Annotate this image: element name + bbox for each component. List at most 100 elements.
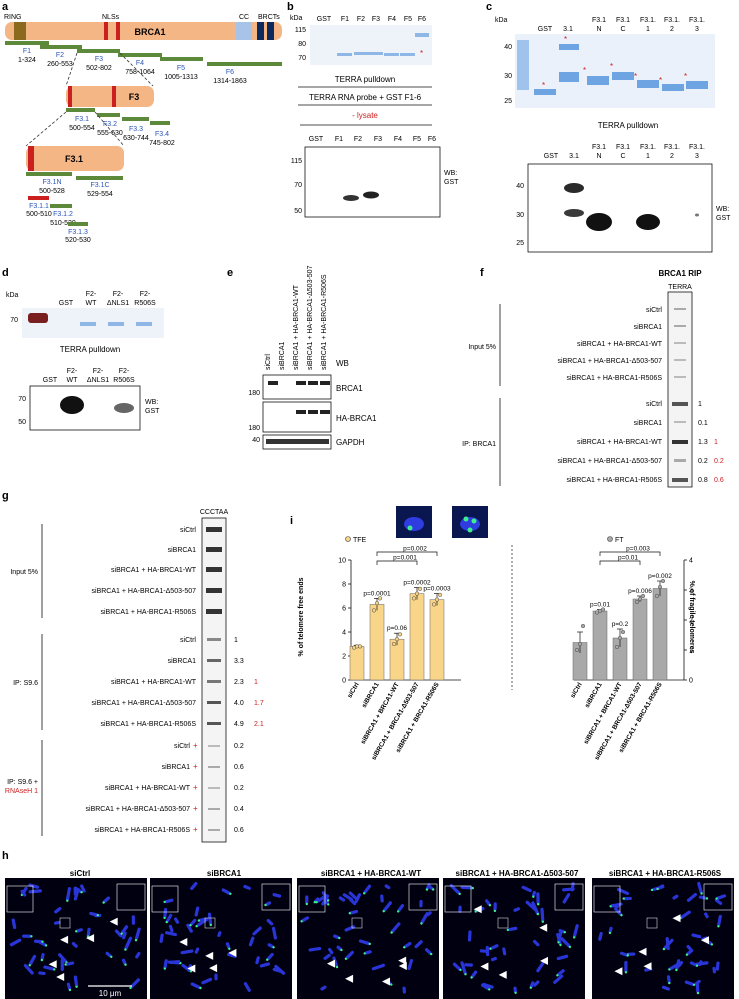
b-lane2-f2: F2 — [354, 136, 362, 143]
h-chromosome-2-39 — [252, 926, 262, 936]
h-chromosome-3-35 — [414, 940, 423, 949]
h-telomere-2-35 — [189, 970, 193, 973]
c-band-gst — [534, 89, 556, 95]
h-telomere-1-7 — [44, 944, 48, 947]
h-chromosome-4-7 — [502, 947, 507, 956]
g-value-3: 2.3 — [234, 679, 244, 686]
i-point-0-3-0 — [411, 596, 417, 601]
i-point-1-4-1 — [657, 584, 663, 590]
panel-letter-b: b — [287, 1, 294, 13]
c-lane2-5b: 1 — [646, 153, 650, 160]
i-bracket-label-1-0: p=0.003 — [626, 546, 650, 553]
d-lane-3a: F2- — [113, 291, 124, 298]
f3-sub-name-4: F3.4 — [155, 131, 169, 138]
f31c-range: 529-554 — [87, 191, 113, 198]
f311-bar — [28, 196, 49, 200]
f-band-ip-1 — [672, 402, 688, 406]
i-inset-ft-telomere-1 — [463, 516, 469, 522]
f-ip-row-3: siBRCA1 + HA-BRCA1-WT — [577, 439, 663, 446]
c-lane-3b: N — [596, 26, 601, 33]
i-point-0-2-1 — [394, 637, 400, 642]
h-telomere-5-39 — [662, 947, 666, 951]
h-telomere-3-31 — [315, 901, 318, 904]
h-arrowhead-4-2 — [540, 956, 548, 965]
h-chromosome-4-26 — [536, 892, 540, 905]
fragment-name-f2: F2 — [56, 52, 64, 59]
h-chromosome-5-8 — [716, 894, 727, 900]
h-chromosome-1-26 — [28, 883, 40, 889]
i-point-1-3-0 — [634, 599, 640, 605]
f-ip-row-5: siBRCA1 + HA-BRCA1-R506S — [566, 477, 662, 484]
i-ytick-label-1-0: 0 — [689, 678, 693, 685]
e-lane-4: siBRCA1 + HA-BRCA1-Δ503-507 — [307, 265, 314, 370]
i-xlabel-1-1: siBRCA1 — [584, 681, 604, 709]
h-chromosome-1-25 — [54, 907, 62, 914]
h-chromosome-5-5 — [672, 894, 679, 900]
h-inset-a-3 — [298, 885, 326, 913]
f-title: BRCA1 RIP — [658, 269, 702, 278]
h-telomere-4-4 — [559, 943, 562, 947]
f3-sub-range-3: 630-744 — [123, 135, 149, 142]
h-chromosome-5-7 — [680, 910, 691, 919]
i-bracket-1-1 — [599, 560, 641, 565]
h-telomere-4-17 — [541, 920, 544, 923]
h-telomere-4-29 — [474, 910, 477, 913]
f3-sub-bar-4 — [150, 121, 170, 125]
h-chromosome-3-1 — [424, 948, 432, 955]
h-chromosome-4-0 — [533, 980, 540, 987]
fragment-range-f6: 1314-1863 — [213, 78, 247, 85]
c-band-f31c — [612, 72, 634, 80]
h-chromosome-4-8 — [507, 926, 518, 932]
h-telomere-3-8 — [420, 922, 423, 925]
panel-a: a RING NLSs CC BRCTs BRCA1 F1 1-324 F2 2… — [2, 1, 282, 244]
h-chromosome-3-2 — [332, 956, 339, 968]
g-band-rn-1 — [208, 745, 220, 747]
h-telomere-5-31 — [696, 991, 700, 995]
h-chromosome-4-23 — [467, 930, 472, 942]
h-telomere-3-2 — [335, 965, 339, 969]
h-chromosome-2-36 — [165, 931, 177, 937]
d-lane2-2b: WT — [67, 377, 79, 384]
h-telomere-3-12 — [348, 912, 351, 915]
f3-sub-name-3: F3.3 — [129, 126, 143, 133]
b-lane-f1: F1 — [341, 16, 349, 23]
h-telomere-4-6 — [464, 973, 467, 976]
fragment-bar-f2 — [40, 45, 82, 49]
c-lane2-1a: GST — [544, 153, 559, 160]
i-point-1-2-1 — [617, 635, 623, 641]
h-chromosome-1-37 — [60, 958, 64, 971]
g-rn-row-5: siBRCA1 + HA-BRCA1-R506S — [94, 827, 190, 834]
d-band-dnls — [108, 322, 124, 326]
h-chromosome-2-22 — [165, 913, 173, 923]
i-inset-tfe-telomere — [407, 525, 413, 531]
h-telomere-5-10 — [620, 914, 623, 917]
f313-bar — [68, 222, 88, 226]
i-point-0-0-2 — [357, 644, 363, 649]
i-ytick-label-0-3: 6 — [342, 606, 346, 613]
f-blot — [667, 291, 693, 488]
h-zoom-box-4 — [497, 917, 509, 929]
h-telomere-3-25 — [382, 910, 385, 913]
h-telomere-1-41 — [80, 891, 83, 894]
f-band-in-2 — [674, 325, 686, 327]
h-telomere-2-23 — [264, 903, 267, 907]
h-telomere-3-19 — [327, 903, 330, 906]
c-lane-6a: F3.1. — [664, 17, 680, 24]
i-bar-1-3 — [632, 598, 648, 681]
i-ytick-label-0-4: 8 — [342, 582, 346, 589]
h-chromosome-1-28 — [65, 961, 75, 966]
c-wb-label: WB: — [716, 206, 729, 213]
f312-name: F3.1.2 — [53, 211, 73, 218]
h-arrowhead-4-4 — [539, 923, 548, 932]
f31-box — [26, 146, 124, 171]
h-telomere-5-41 — [705, 897, 709, 900]
nls-domain-2 — [116, 22, 120, 40]
b-lane2-f6: F6 — [428, 136, 436, 143]
h-zoom-box-1 — [59, 917, 71, 929]
e-marker-2: 180 — [248, 425, 260, 432]
panel-letter-d: d — [2, 267, 9, 279]
b-band-f1 — [337, 53, 352, 56]
h-chromosome-1-22 — [38, 971, 46, 976]
f313-name: F3.1.3 — [68, 229, 88, 236]
i-point-1-0-2 — [580, 623, 586, 629]
